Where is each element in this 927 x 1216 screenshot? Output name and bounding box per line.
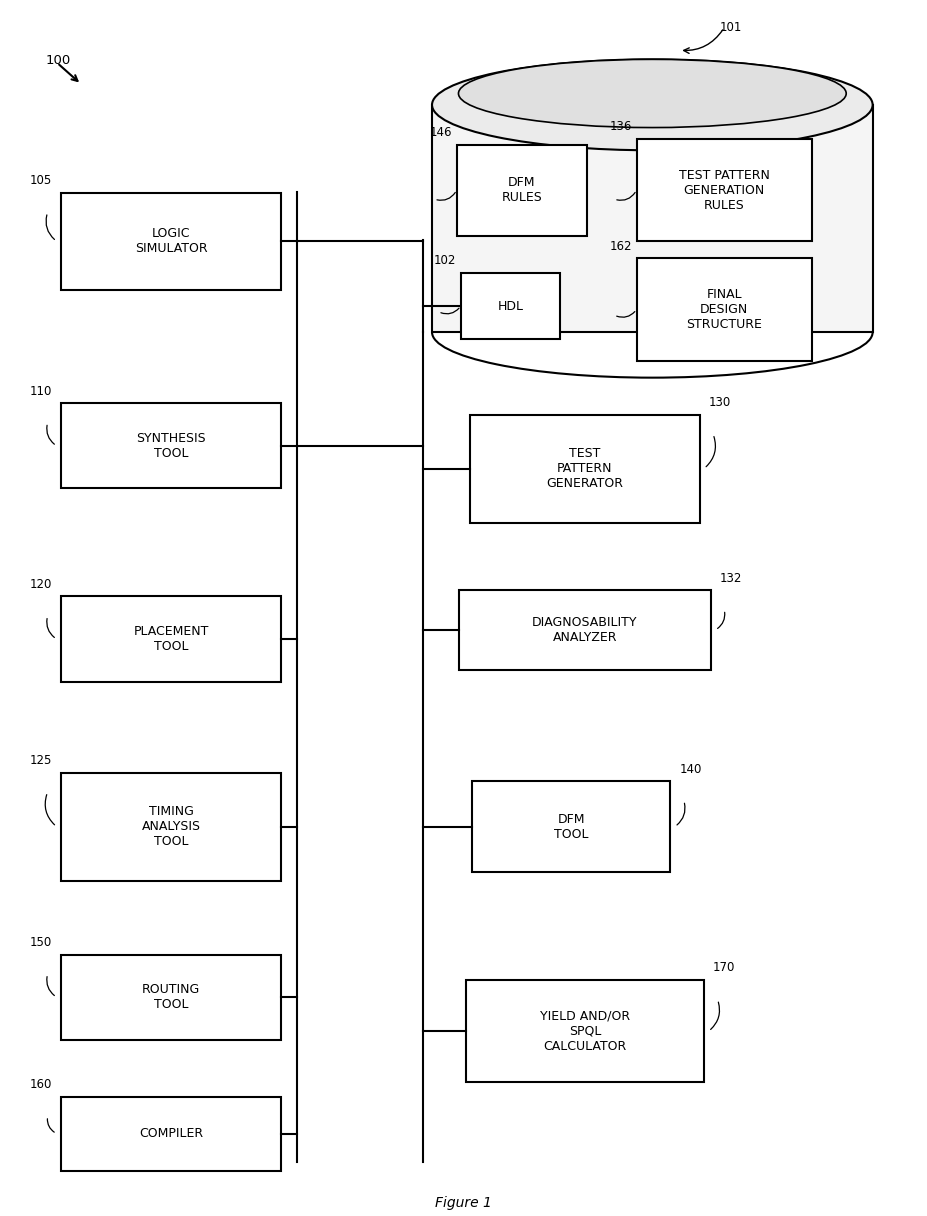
Text: 101: 101: [719, 22, 743, 34]
Text: 100: 100: [45, 54, 70, 67]
Text: DIAGNOSABILITY
ANALYZER: DIAGNOSABILITY ANALYZER: [532, 617, 638, 644]
Text: COMPILER: COMPILER: [139, 1127, 203, 1141]
Text: 140: 140: [679, 762, 702, 776]
Ellipse shape: [432, 60, 872, 151]
Text: ROUTING
TOOL: ROUTING TOOL: [142, 984, 200, 1012]
Bar: [457, 145, 587, 236]
Text: 110: 110: [30, 384, 52, 398]
Text: 120: 120: [30, 578, 52, 591]
Text: 136: 136: [610, 120, 632, 134]
Text: Figure 1: Figure 1: [435, 1197, 492, 1210]
Bar: [470, 415, 700, 523]
Ellipse shape: [459, 60, 846, 128]
Bar: [61, 1097, 282, 1171]
Bar: [459, 590, 711, 670]
Text: 105: 105: [30, 174, 52, 187]
Text: TEST PATTERN
GENERATION
RULES: TEST PATTERN GENERATION RULES: [679, 169, 769, 212]
Text: HDL: HDL: [497, 299, 523, 313]
Text: TEST
PATTERN
GENERATOR: TEST PATTERN GENERATOR: [546, 447, 623, 490]
Text: DFM
TOOL: DFM TOOL: [554, 812, 589, 840]
Text: 150: 150: [30, 936, 52, 948]
Bar: [461, 274, 560, 339]
Text: 132: 132: [719, 572, 743, 585]
Text: TIMING
ANALYSIS
TOOL: TIMING ANALYSIS TOOL: [142, 805, 201, 849]
Bar: [61, 597, 282, 682]
Bar: [637, 258, 812, 361]
Bar: [637, 139, 812, 241]
Text: 170: 170: [713, 962, 735, 974]
Bar: [473, 781, 670, 872]
Text: 162: 162: [610, 240, 632, 253]
Text: FINAL
DESIGN
STRUCTURE: FINAL DESIGN STRUCTURE: [686, 288, 762, 331]
Bar: [465, 980, 704, 1082]
Text: DFM
RULES: DFM RULES: [502, 176, 542, 204]
Bar: [61, 404, 282, 489]
Text: 160: 160: [30, 1077, 52, 1091]
Text: LOGIC
SIMULATOR: LOGIC SIMULATOR: [135, 227, 208, 255]
Text: 125: 125: [30, 754, 52, 767]
Bar: [61, 955, 282, 1040]
Text: 130: 130: [708, 396, 730, 409]
Text: YIELD AND/OR
SPQL
CALCULATOR: YIELD AND/OR SPQL CALCULATOR: [540, 1009, 630, 1053]
Text: PLACEMENT
TOOL: PLACEMENT TOOL: [133, 625, 209, 653]
Text: SYNTHESIS
TOOL: SYNTHESIS TOOL: [136, 432, 206, 460]
Bar: [432, 105, 872, 332]
Bar: [61, 193, 282, 289]
Text: 102: 102: [434, 254, 456, 268]
Text: 146: 146: [430, 126, 452, 139]
Bar: [61, 772, 282, 880]
